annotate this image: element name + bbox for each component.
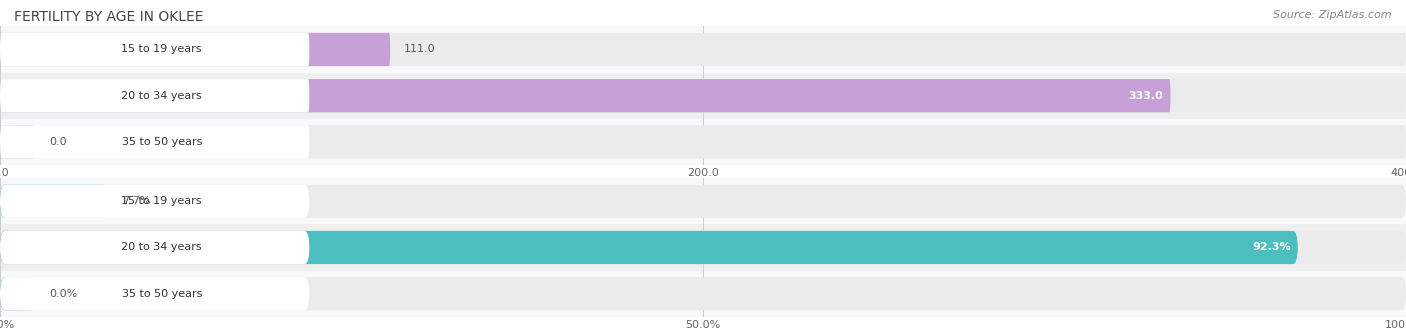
Text: 92.3%: 92.3% [1253,243,1291,252]
FancyBboxPatch shape [0,185,309,218]
FancyBboxPatch shape [0,79,1,112]
Text: 15 to 19 years: 15 to 19 years [121,196,202,206]
FancyBboxPatch shape [0,33,391,66]
Text: 35 to 50 years: 35 to 50 years [121,137,202,147]
FancyBboxPatch shape [0,79,1171,112]
Text: 7.7%: 7.7% [122,196,150,206]
FancyBboxPatch shape [0,125,309,158]
Bar [0,26,1406,73]
FancyBboxPatch shape [0,185,1406,218]
FancyBboxPatch shape [0,277,309,310]
Text: 15 to 19 years: 15 to 19 years [121,45,202,54]
Text: 35 to 50 years: 35 to 50 years [121,289,202,299]
Bar [0,224,1406,271]
FancyBboxPatch shape [0,79,1406,112]
FancyBboxPatch shape [0,231,1406,264]
FancyBboxPatch shape [0,277,1406,310]
Bar [0,119,1406,165]
FancyBboxPatch shape [0,125,1406,158]
Bar [0,178,1406,224]
Text: 20 to 34 years: 20 to 34 years [121,243,202,252]
Text: 111.0: 111.0 [405,45,436,54]
Text: 0.0%: 0.0% [49,289,77,299]
FancyBboxPatch shape [0,231,8,264]
FancyBboxPatch shape [0,277,8,310]
Bar [0,271,1406,317]
Text: Source: ZipAtlas.com: Source: ZipAtlas.com [1274,10,1392,20]
FancyBboxPatch shape [0,277,35,310]
FancyBboxPatch shape [0,79,309,112]
FancyBboxPatch shape [0,33,1,66]
Bar [0,73,1406,119]
Text: 0.0: 0.0 [49,137,67,147]
FancyBboxPatch shape [0,185,8,218]
FancyBboxPatch shape [0,125,1,158]
FancyBboxPatch shape [0,33,309,66]
FancyBboxPatch shape [0,231,309,264]
FancyBboxPatch shape [0,125,35,158]
FancyBboxPatch shape [0,231,1298,264]
FancyBboxPatch shape [0,185,108,218]
Text: 333.0: 333.0 [1129,91,1164,101]
FancyBboxPatch shape [0,33,1406,66]
Text: FERTILITY BY AGE IN OKLEE: FERTILITY BY AGE IN OKLEE [14,10,204,24]
Text: 20 to 34 years: 20 to 34 years [121,91,202,101]
